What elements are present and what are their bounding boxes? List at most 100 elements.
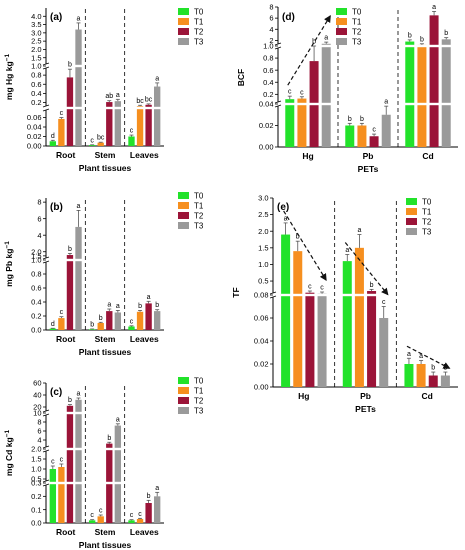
legend-label: T2 — [194, 397, 204, 406]
bar-break-gap — [144, 106, 153, 110]
significance-letter: c — [60, 309, 64, 316]
axis-break-mark — [274, 104, 282, 108]
bar-b-t0 — [128, 326, 135, 330]
y-tick-label: 0.6 — [31, 284, 41, 293]
y-axis-title-superscript: −1 — [4, 54, 11, 62]
y-tick-label: 1.5 — [258, 243, 268, 252]
bar-c-t0 — [128, 520, 135, 523]
significance-letter: d — [51, 133, 55, 140]
x-category-label: Leaves — [130, 527, 159, 537]
panel-a: 0.000.020.040.06 0.20.40.60.81.01.52.02.5… — [4, 8, 204, 174]
y-tick-label: 6 — [37, 427, 41, 436]
legend-swatch-t0 — [178, 377, 189, 384]
bar-c-t0 — [49, 469, 56, 523]
bar-break-gap — [416, 102, 427, 106]
x-category-label: Stem — [95, 527, 116, 537]
legend-swatch-t3 — [178, 407, 189, 414]
bar-break-gap — [105, 481, 113, 485]
bar-c-t0 — [88, 520, 96, 523]
bar-break-gap — [404, 102, 415, 106]
bar-break-gap — [321, 44, 332, 48]
y-tick-label: 2.0 — [31, 247, 41, 256]
significance-letter: c — [60, 110, 64, 117]
y-tick-label: 0.08 — [254, 291, 269, 300]
significance-letter: b — [90, 321, 94, 328]
y-axis-title-text: BCF — [236, 69, 246, 86]
x-category-label: Cd — [422, 151, 433, 161]
y-tick-label: 3.0 — [31, 28, 41, 37]
x-category-label: Stem — [95, 334, 116, 344]
significance-letter: bc — [97, 135, 105, 142]
bar-b-t3 — [75, 226, 82, 330]
y-tick-label: 0.2 — [31, 492, 41, 501]
bar-e-t3 — [440, 375, 450, 387]
bar-c-t3 — [154, 496, 161, 523]
significance-letter: b — [296, 234, 300, 241]
significance-letter: a — [407, 351, 411, 358]
legend-swatch-t2 — [336, 28, 347, 35]
bar-b-t1 — [97, 323, 104, 330]
legend-label: T2 — [422, 218, 432, 227]
y-tick-label: 4 — [37, 231, 41, 240]
y-tick-label: 0.00 — [259, 143, 274, 152]
significance-letter: c — [130, 512, 134, 519]
y-tick-label: 2 — [269, 36, 273, 45]
bar-e-t2 — [428, 375, 438, 387]
y-tick-label: 0.06 — [254, 314, 269, 323]
significance-letter: c — [130, 128, 134, 135]
bar-break-gap — [114, 481, 122, 485]
axis-break-mark — [42, 66, 50, 70]
bar-break-gap — [66, 411, 74, 415]
bar-d-t3 — [381, 114, 391, 147]
significance-letter: b — [99, 315, 103, 322]
bar-break-gap — [66, 258, 74, 262]
y-axis-title-text: mg Hg kg — [4, 61, 14, 100]
legend-swatch-t1 — [406, 208, 417, 215]
bar-break-gap — [153, 106, 161, 110]
bar-a-t1 — [58, 118, 65, 146]
bar-break-gap — [114, 106, 122, 110]
panel-e: 0.00 0.02 0.04 0.06 0.08 0.5 1.0 1.5 2.0 2.5 3.0 Hg… — [231, 194, 458, 414]
y-tick-label: 1.0 — [31, 465, 41, 474]
legend-swatch-t0 — [178, 8, 189, 15]
y-tick-label: 0.06 — [27, 113, 42, 122]
y-tick-label: 0.8 — [31, 71, 41, 80]
panel-b: 0.00.20.40.60.81.01.52.0468RootdcbaStemb… — [4, 192, 204, 358]
bar-b-t3 — [114, 312, 122, 330]
bar-break-gap — [136, 106, 144, 110]
legend-swatch-t2 — [178, 397, 189, 404]
y-tick-label: 0.02 — [254, 360, 269, 369]
bar-break-gap — [105, 106, 113, 110]
y-tick-label: 0.00 — [27, 142, 42, 151]
legend-swatch-t2 — [178, 28, 189, 35]
legend-swatch-t1 — [178, 18, 189, 25]
y-tick-label: 0.4 — [31, 298, 41, 307]
bar-e-t2 — [305, 292, 315, 387]
significance-letter: a — [116, 416, 120, 423]
bar-b-t2 — [106, 311, 113, 330]
legend-label: T1 — [194, 202, 204, 211]
bar-d-t1 — [357, 125, 367, 147]
bar-b-t2 — [145, 303, 152, 330]
y-tick-label: 1.0 — [263, 42, 273, 51]
significance-letter: a — [116, 303, 120, 310]
bar-d-t0 — [285, 99, 295, 147]
y-tick-label: 0.2 — [31, 312, 41, 321]
y-tick-label: 6 — [37, 214, 41, 223]
bar-break-gap — [284, 102, 295, 106]
y-tick-label: 0.5 — [31, 475, 41, 484]
x-axis-title: PETs — [355, 404, 376, 414]
significance-letter: b — [107, 435, 111, 442]
y-tick-label: 0.04 — [27, 123, 42, 132]
x-axis-title: PETs — [358, 164, 379, 174]
legend-label: T0 — [422, 198, 432, 207]
y-axis-title: BCF — [236, 69, 246, 86]
y-tick-label: 0.04 — [259, 100, 274, 109]
significance-letter: a — [432, 4, 436, 11]
bar-break-gap — [296, 102, 307, 106]
bar-break-gap — [342, 293, 353, 297]
significance-letter: bc — [145, 96, 153, 103]
x-category-label: Hg — [298, 391, 309, 401]
significance-letter: bc — [136, 98, 144, 105]
